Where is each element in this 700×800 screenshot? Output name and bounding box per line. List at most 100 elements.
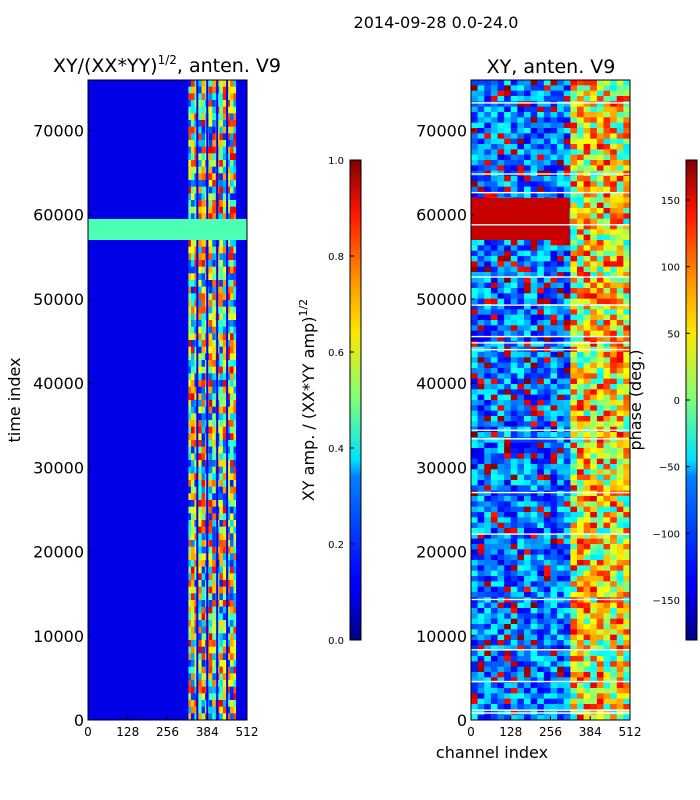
phase-heatmap-cell (603, 165, 611, 172)
amplitude-heatmap-cell (190, 506, 195, 514)
phase-heatmap-cell (563, 490, 571, 497)
phase-heatmap-cell (484, 245, 492, 252)
phase-heatmap-cell (477, 240, 485, 246)
phase-heatmap-cell (471, 176, 479, 182)
phase-heatmap-cell (524, 384, 532, 390)
phase-heatmap-cell (530, 357, 538, 364)
phase-heatmap-cell (510, 181, 518, 188)
amplitude-heatmap-cell (201, 313, 206, 321)
phase-heatmap-cell (471, 698, 479, 705)
amplitude-heatmap-cell (229, 193, 234, 201)
phase-heatmap-cell (563, 144, 571, 150)
phase-heatmap-cell (517, 181, 525, 188)
phase-heatmap-cell (583, 624, 591, 630)
amplitude-heatmap-cell (222, 580, 227, 588)
phase-heatmap-cell (603, 293, 611, 300)
phase-heatmap-cell (524, 261, 532, 268)
phase-heatmap-cell (623, 693, 630, 700)
phase-heatmap-cell (616, 421, 624, 428)
phase-heatmap-cell (550, 362, 558, 369)
phase-heatmap-cell (563, 533, 571, 540)
amplitude-heatmap-cell (229, 160, 234, 168)
phase-heatmap-cell (557, 560, 565, 566)
amplitude-heatmap-cell (212, 313, 217, 321)
phase-heatmap-cell (616, 80, 624, 86)
phase-heatmap-cell (570, 90, 578, 97)
phase-heatmap-cell (563, 357, 571, 364)
amplitude-heatmap-cell (219, 213, 224, 221)
phase-heatmap-cell (471, 586, 479, 593)
phase-heatmap-cell (616, 357, 624, 364)
phase-heatmap-cell (563, 256, 571, 262)
phase-heatmap-cell (484, 160, 492, 166)
phase-heatmap-cell (570, 629, 578, 636)
phase-heatmap-cell (517, 186, 525, 193)
phase-heatmap-cell (530, 709, 538, 716)
phase-heatmap-cell (537, 538, 545, 545)
amplitude-heatmap-cell (233, 546, 238, 554)
phase-heatmap-cell (477, 453, 485, 460)
phase-heatmap-cell (477, 517, 485, 524)
phase-heatmap-cell (543, 682, 551, 689)
phase-heatmap-cell (497, 682, 505, 689)
phase-heatmap-cell (563, 154, 571, 161)
phase-heatmap-cell (596, 181, 604, 188)
phase-heatmap-cell (616, 544, 624, 550)
phase-heatmap-cell (524, 96, 532, 102)
phase-heatmap-cell (524, 410, 532, 417)
phase-heatmap-cell (530, 432, 538, 438)
phase-heatmap-cell (510, 314, 518, 321)
phase-heatmap-cell (537, 688, 545, 694)
phase-heatmap-cell (563, 682, 571, 689)
phase-heatmap-cell (596, 645, 604, 652)
amplitude-heatmap-cell (222, 673, 227, 681)
phase-heatmap-cell (610, 218, 618, 225)
amplitude-heatmap-cell (222, 653, 227, 661)
phase-heatmap-cell (623, 197, 630, 204)
amplitude-heatmap-cell (222, 600, 227, 608)
phase-heatmap-cell (570, 154, 578, 161)
phase-heatmap-cell (537, 277, 545, 284)
phase-heatmap-cell (537, 485, 545, 492)
phase-heatmap-cell (616, 101, 624, 108)
amplitude-heatmap-cell (222, 693, 227, 701)
phase-heatmap-cell (590, 682, 598, 689)
phase-heatmap-cell (484, 469, 492, 476)
phase-heatmap-cell (484, 682, 492, 689)
phase-heatmap-cell (610, 618, 618, 625)
amplitude-heatmap-cell (208, 93, 213, 101)
phase-heatmap-cell (484, 165, 492, 172)
amplitude-heatmap-cell (212, 680, 217, 688)
phase-heatmap-cell (623, 490, 630, 497)
phase-heatmap-cell (497, 592, 505, 598)
phase-heatmap-cell (557, 528, 565, 534)
amplitude-heatmap-cell (219, 373, 224, 381)
phase-heatmap-cell (497, 96, 505, 102)
phase-heatmap-cell (471, 570, 479, 577)
phase-heatmap-cell (543, 245, 551, 252)
amplitude-heatmap-cell (229, 113, 234, 121)
phase-heatmap-cell (623, 106, 630, 113)
phase-heatmap-cell (504, 362, 512, 369)
phase-heatmap-cell (497, 240, 505, 246)
phase-heatmap-cell (557, 122, 565, 129)
phase-heatmap-cell (590, 634, 598, 641)
phase-heatmap-cell (623, 421, 630, 428)
phase-heatmap-cell (484, 693, 492, 700)
phase-heatmap-cell (616, 341, 624, 348)
phase-heatmap-cell (517, 362, 525, 369)
phase-heatmap-cell (504, 160, 512, 166)
phase-heatmap-cell (577, 197, 585, 204)
phase-heatmap-cell (590, 325, 598, 332)
phase-heatmap-cell (570, 421, 578, 428)
amplitude-heatmap-cell (190, 526, 195, 534)
amplitude-heatmap-cell (226, 346, 231, 354)
phase-heatmap-cell (557, 533, 565, 540)
amplitude-heatmap-cell (198, 646, 202, 654)
phase-heatmap-cell (603, 432, 611, 438)
amplitude-heatmap-cell (233, 646, 238, 654)
phase-heatmap-cell (537, 298, 545, 305)
amplitude-heatmap-cell (219, 600, 224, 608)
phase-heatmap-cell (623, 586, 630, 593)
phase-heatmap-cell (477, 80, 485, 86)
